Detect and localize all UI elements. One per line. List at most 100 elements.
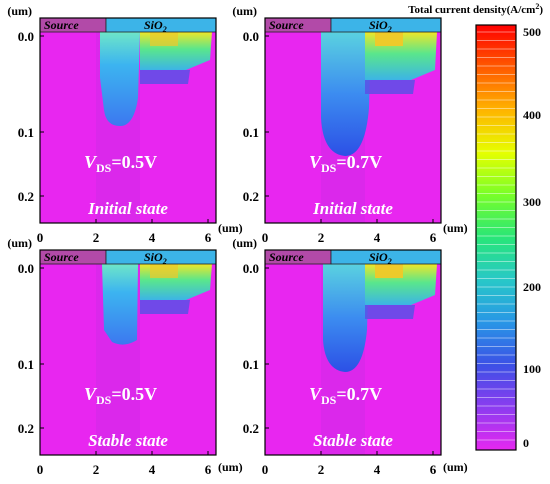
colorbar-title: Total current density(A/cm2) <box>408 2 543 16</box>
colorbar-tick-label: 100 <box>523 362 541 376</box>
source-label: Source <box>44 250 79 264</box>
source-label: Source <box>44 18 79 32</box>
colorbar-tick-label: 200 <box>523 280 541 294</box>
x-tick-label: 0 <box>37 462 44 477</box>
y-tick-label: 0.1 <box>18 125 34 140</box>
vds-label: VDS=0.7V <box>309 384 382 407</box>
y-tick-label: 0.1 <box>18 357 34 372</box>
colorbar: Total current density(A/cm2) 50040030020… <box>408 2 543 451</box>
x-tick-label: 4 <box>149 230 156 245</box>
current-plume <box>100 32 140 126</box>
colorbar-gradient <box>475 24 517 451</box>
state-label: Initial state <box>312 199 393 218</box>
x-unit-label: (um) <box>443 221 468 235</box>
state-label: Stable state <box>313 431 393 450</box>
colorbar-title-main: Total current density(A/cm <box>408 4 535 16</box>
oxide-label: SiO2 <box>369 250 392 266</box>
oxide-edge-region <box>365 305 415 319</box>
oxide-edge-region <box>140 70 190 84</box>
colorbar-tick-label: 0 <box>523 436 529 450</box>
x-tick-label: 2 <box>93 230 100 245</box>
vds-label-sub: DS <box>321 161 337 175</box>
colorbar-tick-label: 300 <box>523 195 541 209</box>
x-tick-label: 6 <box>205 230 212 245</box>
x-tick-label: 2 <box>93 462 100 477</box>
current-plume <box>321 32 371 156</box>
x-tick-label: 4 <box>149 462 156 477</box>
oxide-label-main: SiO <box>369 18 388 32</box>
current-plume <box>323 264 369 372</box>
vds-label: VDS=0.7V <box>309 152 382 175</box>
peak-region <box>150 32 178 46</box>
x-tick-label: 0 <box>37 230 44 245</box>
source-label: Source <box>269 18 304 32</box>
vds-label-main: V <box>84 152 98 172</box>
y-tick-label: 0.2 <box>243 189 259 204</box>
y-tick-label: 0.0 <box>243 261 259 276</box>
oxide-label-sub: 2 <box>162 257 167 266</box>
y-tick-label: 0.1 <box>243 357 259 372</box>
colorbar-stripes <box>477 31 515 441</box>
panel-frame <box>264 249 442 456</box>
vds-label-main: V <box>309 384 323 404</box>
oxide-edge-region <box>140 300 190 314</box>
oxide-label-sub: 2 <box>162 25 167 34</box>
colorbar-ticks: 500 400 300 200 100 0 <box>523 25 541 450</box>
y-tick-label: 0.2 <box>18 189 34 204</box>
vds-label-value: =0.5V <box>111 384 157 404</box>
vds-label-value: =0.7V <box>336 384 382 404</box>
x-unit-label: (um) <box>218 221 243 235</box>
oxide-label-main: SiO <box>144 250 163 264</box>
x-tick-label: 6 <box>205 462 212 477</box>
vds-label-value: =0.7V <box>336 152 382 172</box>
x-tick-label: 2 <box>318 230 325 245</box>
x-unit-label: (um) <box>443 460 468 474</box>
y-tick-label: 0.2 <box>18 421 34 436</box>
x-tick-label: 2 <box>318 462 325 477</box>
oxide-label-sub: 2 <box>387 257 392 266</box>
colorbar-title-end: ) <box>539 4 543 16</box>
panel-frame <box>39 249 217 456</box>
oxide-label-main: SiO <box>369 250 388 264</box>
y-unit-label: (um) <box>232 236 257 250</box>
peak-region <box>375 32 403 46</box>
x-tick-label: 0 <box>262 462 269 477</box>
y-tick-label: 0.0 <box>243 29 259 44</box>
peak-region <box>375 264 403 278</box>
vds-label-main: V <box>309 152 323 172</box>
oxide-edge-region <box>365 80 415 94</box>
vds-label-sub: DS <box>96 161 112 175</box>
vds-label: VDS=0.5V <box>84 152 157 175</box>
y-tick-label: 0.2 <box>243 421 259 436</box>
x-tick-label: 6 <box>430 462 437 477</box>
vds-label-value: =0.5V <box>111 152 157 172</box>
colorbar-title-sup: 2 <box>535 2 539 11</box>
source-label: Source <box>269 250 304 264</box>
y-unit-label: (um) <box>7 4 32 18</box>
oxide-label: SiO2 <box>369 18 392 34</box>
y-tick-label: 0.1 <box>243 125 259 140</box>
vds-label-main: V <box>84 384 98 404</box>
vds-label: VDS=0.5V <box>84 384 157 407</box>
x-tick-label: 4 <box>374 230 381 245</box>
y-tick-label: 0.0 <box>18 261 34 276</box>
oxide-label: SiO2 <box>144 18 167 34</box>
x-tick-label: 0 <box>262 230 269 245</box>
colorbar-tick-label: 500 <box>523 25 541 39</box>
oxide-label-sub: 2 <box>387 25 392 34</box>
x-tick-label: 6 <box>430 230 437 245</box>
current-plume <box>102 264 138 345</box>
y-tick-label: 0.0 <box>18 29 34 44</box>
colorbar-tick-label: 400 <box>523 108 541 122</box>
peak-region <box>150 264 178 278</box>
vds-label-sub: DS <box>96 393 112 407</box>
oxide-label-main: SiO <box>144 18 163 32</box>
panel-frame <box>264 17 442 224</box>
y-unit-label: (um) <box>232 4 257 18</box>
